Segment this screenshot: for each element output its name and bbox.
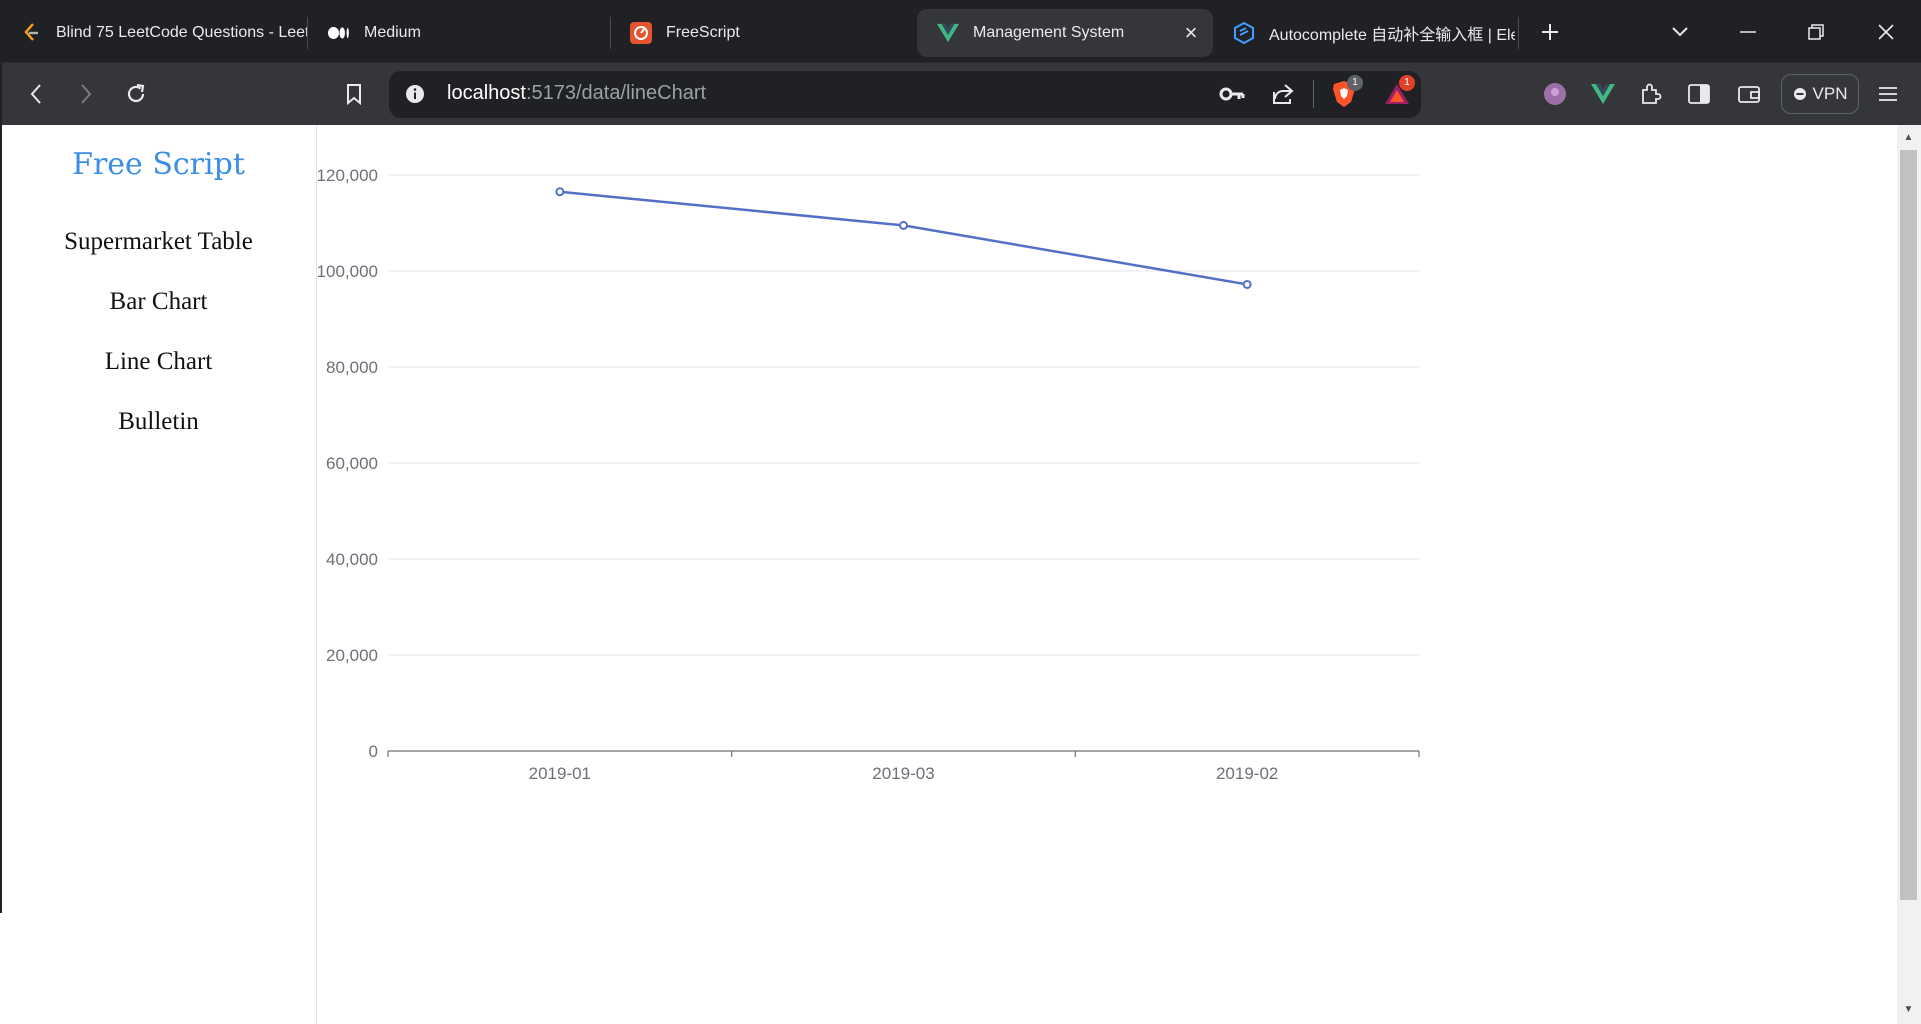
omnibox-divider xyxy=(1313,80,1314,108)
hamburger-menu-icon xyxy=(1877,85,1899,103)
puzzle-icon xyxy=(1639,82,1663,106)
site-info-icon[interactable] xyxy=(405,84,425,104)
wallet-button[interactable] xyxy=(1731,76,1767,112)
data-point xyxy=(1244,281,1251,288)
sidebar-item-bar-chart[interactable]: Bar Chart xyxy=(0,288,317,316)
forward-arrow-icon xyxy=(79,83,93,105)
browser-toolbar: localhost:5173/data/lineChart 1 1 VPN xyxy=(0,63,1921,125)
address-bar[interactable]: localhost:5173/data/lineChart 1 1 xyxy=(389,71,1421,118)
forward-button[interactable] xyxy=(68,76,104,112)
key-icon[interactable] xyxy=(1219,84,1245,104)
new-tab-button[interactable] xyxy=(1532,14,1568,50)
tab-title: FreeScript xyxy=(666,24,740,42)
brave-shields-badge: 1 xyxy=(1347,75,1363,91)
medium-icon xyxy=(328,22,350,44)
tab-title: Blind 75 LeetCode Questions - Leet xyxy=(56,24,308,42)
chevron-down-icon xyxy=(1671,26,1689,38)
sidebar-item-bulletin[interactable]: Bulletin xyxy=(0,408,317,436)
minimize-button[interactable] xyxy=(1730,14,1766,50)
vpn-label: VPN xyxy=(1813,84,1848,104)
tab-divider xyxy=(1518,17,1519,49)
tab-title: Autocomplete 自动补全输入框 | Ele xyxy=(1269,21,1515,45)
back-button[interactable] xyxy=(18,76,54,112)
line-chart: 0 20,000 40,000 60,000 80,000 100,000 120,000 2… xyxy=(318,125,1898,1024)
leetcode-icon xyxy=(20,22,42,44)
vpn-status-icon xyxy=(1793,87,1807,101)
browser-menu-button[interactable] xyxy=(1870,76,1906,112)
bookmark-button[interactable] xyxy=(336,76,372,112)
x-tick-label: 2019-01 xyxy=(529,764,591,783)
extensions-button[interactable] xyxy=(1633,76,1669,112)
plus-icon xyxy=(1540,22,1560,42)
x-tick-label: 2019-03 xyxy=(872,764,934,783)
close-window-button[interactable] xyxy=(1868,14,1904,50)
close-icon xyxy=(1877,23,1895,41)
reload-button[interactable] xyxy=(118,76,154,112)
brave-rewards-badge: 1 xyxy=(1399,75,1415,91)
tab-search-button[interactable] xyxy=(1662,14,1698,50)
url-text[interactable]: localhost:5173/data/lineChart xyxy=(447,82,706,105)
restore-button[interactable] xyxy=(1798,14,1834,50)
y-tick-label: 20,000 xyxy=(326,646,378,665)
url-path: :5173/data/lineChart xyxy=(526,82,706,104)
scroll-down-arrow[interactable]: ▼ xyxy=(1900,1003,1917,1017)
tab-leetcode[interactable]: Blind 75 LeetCode Questions - Leet xyxy=(0,9,308,57)
share-icon[interactable] xyxy=(1271,82,1295,106)
tab-element-autocomplete[interactable]: Autocomplete 自动补全输入框 | Ele xyxy=(1213,9,1515,57)
scroll-up-arrow[interactable]: ▲ xyxy=(1900,131,1917,145)
scrollbar-thumb[interactable] xyxy=(1900,150,1917,900)
y-tick-label: 60,000 xyxy=(326,454,378,473)
extension-profile-button[interactable] xyxy=(1537,76,1573,112)
browser-tab-strip: Blind 75 LeetCode Questions - Leet Mediu… xyxy=(0,0,1921,63)
close-tab-icon[interactable]: × xyxy=(1179,21,1203,45)
tab-title: Medium xyxy=(364,24,421,42)
y-tick-label: 80,000 xyxy=(326,358,378,377)
url-host: localhost xyxy=(447,82,526,104)
vue-devtools-icon xyxy=(1591,84,1615,104)
sidebar-item-supermarket-table[interactable]: Supermarket Table xyxy=(0,228,317,256)
freescript-icon xyxy=(630,22,652,44)
y-tick-label: 40,000 xyxy=(326,550,378,569)
tab-management-system[interactable]: Management System × xyxy=(917,9,1213,57)
back-arrow-icon xyxy=(29,83,43,105)
y-tick-label: 120,000 xyxy=(318,166,378,185)
extension-avatar-icon xyxy=(1543,82,1567,106)
y-tick-label: 0 xyxy=(369,742,378,761)
sidebar-item-line-chart[interactable]: Line Chart xyxy=(0,348,317,376)
x-tick-label: 2019-02 xyxy=(1216,764,1278,783)
reload-icon xyxy=(124,82,148,106)
tab-title: Management System xyxy=(973,24,1124,42)
app-sidebar: Free Script Supermarket Table Bar Chart … xyxy=(0,125,317,1024)
tab-medium[interactable]: Medium xyxy=(308,9,610,57)
sidebar-toggle-button[interactable] xyxy=(1681,76,1717,112)
brand-title[interactable]: Free Script xyxy=(0,147,317,182)
y-tick-label: 100,000 xyxy=(318,262,378,281)
vue-devtools-button[interactable] xyxy=(1585,76,1621,112)
data-point xyxy=(556,188,563,195)
vpn-button[interactable]: VPN xyxy=(1781,74,1859,114)
sidebar-panel-icon xyxy=(1687,83,1711,105)
window-left-edge xyxy=(0,63,2,913)
vue-icon xyxy=(937,22,959,44)
bookmark-icon xyxy=(345,83,363,105)
data-point xyxy=(900,222,907,229)
element-icon xyxy=(1233,22,1255,44)
tab-freescript[interactable]: FreeScript xyxy=(610,9,912,57)
line-chart-panel: 0 20,000 40,000 60,000 80,000 100,000 120,000 2… xyxy=(318,125,1898,1024)
wallet-icon xyxy=(1737,83,1761,105)
minimize-icon xyxy=(1739,30,1757,34)
restore-icon xyxy=(1807,23,1825,41)
